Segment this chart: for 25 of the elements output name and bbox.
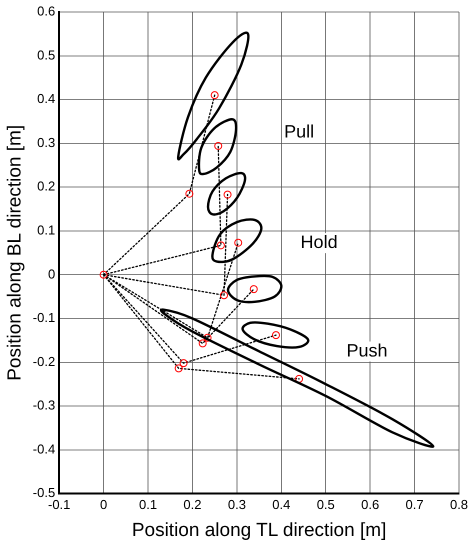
y-tick-label: -0.3: [32, 398, 56, 413]
y-tick-label: 0.6: [37, 4, 56, 19]
x-tick-label: 0.1: [139, 496, 158, 512]
y-tick-label: 0: [48, 266, 56, 282]
y-tick-label: 0.5: [37, 47, 56, 62]
x-tick-label: 0.4: [272, 496, 290, 512]
x-axis-title: Position along TL direction [m]: [132, 520, 386, 541]
x-tick-label: 0.8: [450, 496, 468, 512]
x-tick-label: 0.3: [228, 496, 246, 512]
y-tick-label: 0.2: [37, 178, 56, 194]
annotation: Push: [346, 340, 388, 360]
y-tick-label: -0.2: [32, 354, 56, 369]
y-tick-label: 0.1: [37, 222, 56, 238]
annotation: Pull: [284, 121, 314, 142]
y-tick-label: -0.4: [32, 441, 56, 456]
x-tick-label: 0.7: [406, 496, 424, 512]
x-tick-label: 0.2: [183, 496, 202, 512]
x-tick-label: 0.6: [361, 496, 380, 512]
annotation: Hold: [300, 232, 338, 252]
y-tick-label: -0.1: [32, 310, 56, 326]
y-tick-label: 0.3: [37, 134, 56, 150]
y-axis-title: Position along BL direction [m]: [4, 124, 26, 381]
x-tick-label: 0: [100, 496, 108, 512]
x-tick-label: 0.5: [316, 496, 335, 512]
y-tick-label: 0.4: [37, 91, 56, 106]
